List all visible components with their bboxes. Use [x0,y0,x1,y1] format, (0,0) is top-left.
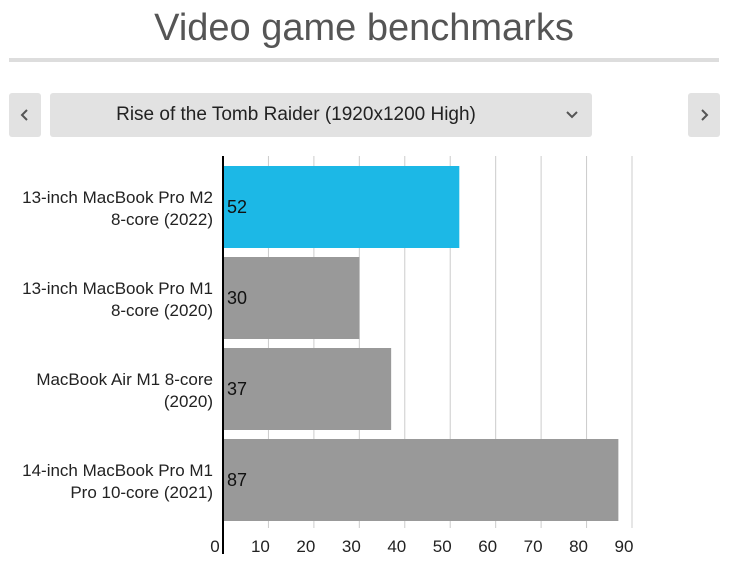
data-label: 37 [227,379,247,399]
x-tick-label: 30 [342,537,361,556]
x-tick-label: 60 [478,537,497,556]
data-label: 52 [227,197,247,217]
x-tick-label: 90 [615,537,634,556]
title-divider [9,58,719,62]
chevron-right-icon [701,109,709,121]
benchmark-chart: 52 13-inch MacBook Pro M2 8-core (2022) 30 1… [22,156,634,556]
previous-button[interactable] [9,93,41,137]
chevron-left-icon [20,109,28,121]
x-tick-label: 70 [524,537,543,556]
bar [223,439,619,521]
benchmark-select-value: Rise of the Tomb Raider (1920x1200 High) [116,104,476,125]
bar [223,348,392,430]
category-label: MacBook Air M1 8-core (2020) [36,370,213,411]
x-tick-label: 40 [387,537,406,556]
x-tick-label: 10 [251,537,270,556]
next-button[interactable] [688,93,720,137]
x-tick-label: 20 [296,537,315,556]
chevron-down-icon [566,111,578,119]
category-label: 14-inch MacBook Pro M1 Pro 10-core (2021) [22,461,213,502]
x-tick-label: 50 [433,537,452,556]
benchmark-select[interactable]: Rise of the Tomb Raider (1920x1200 High) [50,93,592,137]
category-label: 13-inch MacBook Pro M2 8-core (2022) [22,188,213,229]
bar [223,257,360,339]
data-label: 30 [227,288,247,308]
bar [223,166,460,248]
x-tick-label: 80 [569,537,588,556]
category-label: 13-inch MacBook Pro M1 8-core (2020) [22,279,213,320]
page-title: Video game benchmarks [154,7,574,49]
x-tick-label: 0 [210,537,219,556]
data-label: 87 [227,470,247,490]
